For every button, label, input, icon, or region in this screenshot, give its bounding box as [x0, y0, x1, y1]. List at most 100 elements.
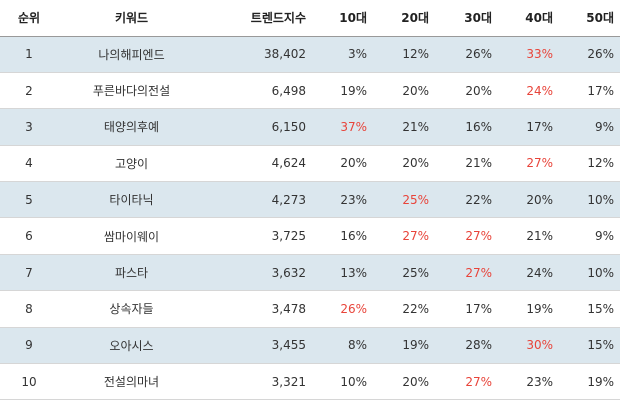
- cell-age50: 15%: [559, 327, 620, 365]
- cell-age50: 15%: [559, 290, 620, 328]
- cell-age10: 3%: [312, 36, 373, 73]
- table-row: 9 오아시스 3,455 8% 19% 28% 30% 15%: [0, 327, 620, 365]
- cell-age20: 19%: [373, 327, 435, 365]
- cell-age20: 20%: [373, 72, 435, 110]
- cell-age10: 20%: [312, 145, 373, 183]
- cell-trend-index: 3,632: [205, 254, 312, 292]
- table-row: 5 타이타닉 4,273 23% 25% 22% 20% 10%: [0, 181, 620, 219]
- cell-rank: 10: [0, 363, 58, 400]
- cell-age10: 16%: [312, 217, 373, 255]
- cell-rank: 6: [0, 217, 58, 255]
- cell-age50: 17%: [559, 72, 620, 110]
- cell-rank: 4: [0, 145, 58, 183]
- cell-rank: 8: [0, 290, 58, 328]
- cell-trend-index: 3,321: [205, 363, 312, 400]
- cell-rank: 9: [0, 327, 58, 365]
- cell-age40: 27%: [498, 145, 559, 183]
- table-row: 3 태양의후예 6,150 37% 21% 16% 17% 9%: [0, 108, 620, 146]
- cell-keyword: 푸른바다의전설: [58, 72, 205, 110]
- cell-age20: 20%: [373, 363, 435, 400]
- cell-age20: 12%: [373, 36, 435, 73]
- cell-age30: 17%: [435, 290, 498, 328]
- cell-age40: 24%: [498, 254, 559, 292]
- cell-age30: 26%: [435, 36, 498, 73]
- cell-rank: 3: [0, 108, 58, 146]
- cell-age30: 16%: [435, 108, 498, 146]
- cell-age20: 22%: [373, 290, 435, 328]
- cell-age30: 27%: [435, 254, 498, 292]
- cell-keyword: 태양의후예: [58, 108, 205, 146]
- cell-age50: 19%: [559, 363, 620, 400]
- cell-trend-index: 3,455: [205, 327, 312, 365]
- cell-age20: 25%: [373, 181, 435, 219]
- table-row: 6 쌈마이웨이 3,725 16% 27% 27% 21% 9%: [0, 217, 620, 255]
- table-row: 8 상속자들 3,478 26% 22% 17% 19% 15%: [0, 290, 620, 328]
- cell-age40: 33%: [498, 36, 559, 73]
- cell-keyword: 타이타닉: [58, 181, 205, 219]
- cell-keyword: 파스타: [58, 254, 205, 292]
- table-header-row: 순위 키워드 트렌드지수 10대 20대 30대 40대 50대: [0, 0, 620, 37]
- header-age40: 40대: [498, 0, 559, 37]
- table-row: 10 전설의마녀 3,321 10% 20% 27% 23% 19%: [0, 363, 620, 400]
- cell-keyword: 상속자들: [58, 290, 205, 328]
- header-rank: 순위: [0, 0, 58, 37]
- cell-age10: 37%: [312, 108, 373, 146]
- cell-trend-index: 3,478: [205, 290, 312, 328]
- cell-trend-index: 38,402: [205, 36, 312, 73]
- cell-keyword: 나의해피엔드: [58, 36, 205, 73]
- header-age50: 50대: [559, 0, 620, 37]
- cell-keyword: 전설의마녀: [58, 363, 205, 400]
- table-row: 2 푸른바다의전설 6,498 19% 20% 20% 24% 17%: [0, 72, 620, 110]
- cell-rank: 1: [0, 36, 58, 73]
- cell-keyword: 오아시스: [58, 327, 205, 365]
- cell-age20: 20%: [373, 145, 435, 183]
- cell-age40: 24%: [498, 72, 559, 110]
- cell-age30: 28%: [435, 327, 498, 365]
- cell-age50: 12%: [559, 145, 620, 183]
- cell-rank: 2: [0, 72, 58, 110]
- cell-age10: 13%: [312, 254, 373, 292]
- cell-age20: 25%: [373, 254, 435, 292]
- cell-trend-index: 4,273: [205, 181, 312, 219]
- table-row: 1 나의해피엔드 38,402 3% 12% 26% 33% 26%: [0, 36, 620, 73]
- cell-age40: 23%: [498, 363, 559, 400]
- cell-trend-index: 4,624: [205, 145, 312, 183]
- cell-age20: 27%: [373, 217, 435, 255]
- cell-age10: 10%: [312, 363, 373, 400]
- header-age30: 30대: [435, 0, 498, 37]
- cell-age40: 30%: [498, 327, 559, 365]
- cell-age40: 21%: [498, 217, 559, 255]
- header-age10: 10대: [312, 0, 373, 37]
- table-row: 7 파스타 3,632 13% 25% 27% 24% 10%: [0, 254, 620, 292]
- header-keyword: 키워드: [58, 0, 205, 37]
- header-age20: 20대: [373, 0, 435, 37]
- cell-age50: 10%: [559, 181, 620, 219]
- cell-trend-index: 3,725: [205, 217, 312, 255]
- header-trend-index: 트렌드지수: [205, 0, 312, 37]
- cell-age50: 26%: [559, 36, 620, 73]
- cell-keyword: 고양이: [58, 145, 205, 183]
- cell-rank: 7: [0, 254, 58, 292]
- cell-age30: 22%: [435, 181, 498, 219]
- cell-age50: 10%: [559, 254, 620, 292]
- cell-age30: 21%: [435, 145, 498, 183]
- cell-age30: 20%: [435, 72, 498, 110]
- cell-trend-index: 6,150: [205, 108, 312, 146]
- cell-keyword: 쌈마이웨이: [58, 217, 205, 255]
- cell-rank: 5: [0, 181, 58, 219]
- cell-age50: 9%: [559, 108, 620, 146]
- cell-age10: 8%: [312, 327, 373, 365]
- cell-age10: 23%: [312, 181, 373, 219]
- cell-age40: 20%: [498, 181, 559, 219]
- cell-age40: 17%: [498, 108, 559, 146]
- cell-age10: 26%: [312, 290, 373, 328]
- cell-age50: 9%: [559, 217, 620, 255]
- table-row: 4 고양이 4,624 20% 20% 21% 27% 12%: [0, 145, 620, 183]
- cell-age40: 19%: [498, 290, 559, 328]
- cell-age30: 27%: [435, 217, 498, 255]
- cell-age30: 27%: [435, 363, 498, 400]
- cell-age20: 21%: [373, 108, 435, 146]
- cell-age10: 19%: [312, 72, 373, 110]
- cell-trend-index: 6,498: [205, 72, 312, 110]
